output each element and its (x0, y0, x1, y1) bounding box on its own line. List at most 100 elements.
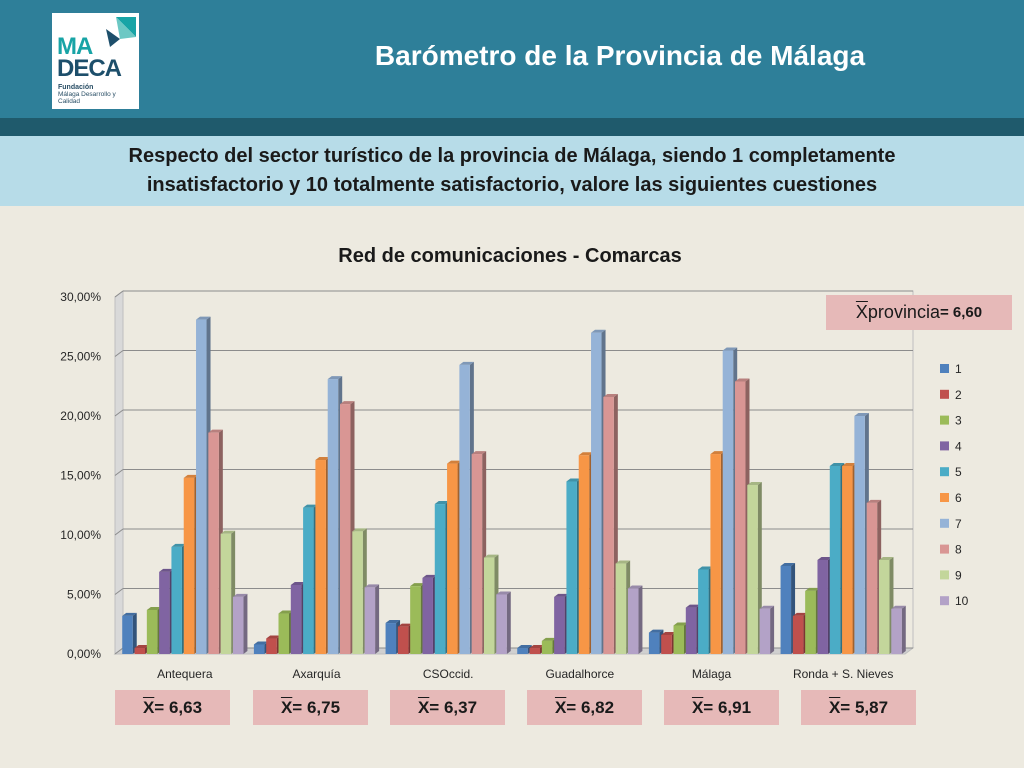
bar-top (878, 556, 894, 560)
mean-badge-malaga: X = 6,91 (664, 690, 779, 725)
bar-top (410, 583, 425, 587)
logo-text-ma: MA (57, 33, 93, 60)
madeca-logo: MA DECA Fundación Málaga Desarrollo y Cal… (52, 13, 139, 109)
bar-top (603, 393, 618, 397)
question-band (0, 136, 1024, 206)
bar-top (829, 462, 845, 466)
bar-top (747, 482, 762, 486)
bar-side (243, 593, 248, 654)
bar (315, 460, 326, 654)
mean-value: = 5,87 (840, 697, 889, 717)
mean-symbol: X (691, 697, 704, 717)
bar-top (529, 645, 545, 649)
bar-top (805, 587, 820, 591)
mean-symbol: X (855, 302, 868, 322)
legend-label: 6 (955, 491, 962, 505)
mean-badge-antequera: X = 6,63 (115, 690, 230, 725)
bar (759, 608, 771, 654)
bar (483, 557, 495, 654)
mean-value: = 6,37 (429, 697, 478, 717)
bar-top (722, 347, 738, 351)
bar (805, 590, 816, 654)
bar-top (290, 581, 306, 585)
bar (385, 623, 397, 654)
question-text: Respecto del sector turístico de la prov… (40, 142, 984, 200)
bar-top (327, 376, 343, 380)
bar-top (385, 620, 401, 624)
bar (685, 607, 697, 654)
gridline-diagonal (114, 469, 124, 476)
legend-label: 2 (955, 388, 962, 402)
mean-badge-ronda: X = 5,87 (801, 690, 916, 725)
question-line-1: Respecto del sector turístico de la prov… (128, 145, 896, 167)
gridline-diagonal (114, 647, 124, 655)
bar-top (183, 474, 199, 478)
bar (159, 571, 170, 654)
bar (459, 364, 470, 654)
bar (829, 465, 841, 654)
header-strip (0, 118, 1024, 136)
bar-top (710, 451, 725, 455)
y-tick-label: 20,00% (60, 409, 101, 423)
bar-top (591, 329, 606, 333)
bar (517, 648, 528, 654)
legend-label: 9 (955, 568, 962, 582)
bar-top (122, 612, 137, 616)
chart-title: Red de comunicaciones - Comarcas (338, 245, 682, 267)
bar (340, 404, 351, 654)
legend-label: 1 (955, 362, 962, 376)
province-mean-value: = 6,60 (939, 304, 983, 321)
bar-side (770, 605, 775, 654)
bar-top (397, 623, 413, 627)
bar (747, 485, 758, 654)
bar (134, 648, 146, 654)
bar-top (459, 361, 474, 365)
mean-symbol: X (828, 697, 841, 717)
y-tick-label: 5,00% (67, 588, 101, 602)
bar-top (340, 401, 355, 405)
legend-swatch (940, 544, 949, 554)
bar-top (698, 566, 713, 570)
bar-side (132, 612, 137, 654)
legend-swatch (940, 441, 949, 451)
bar-top (541, 637, 557, 641)
bar (817, 559, 828, 654)
legend-label: 10 (955, 594, 969, 608)
bar (648, 632, 660, 654)
bar (842, 465, 853, 654)
bar-side (638, 585, 643, 654)
bar (780, 565, 792, 654)
gridline-diagonal (114, 588, 124, 595)
bar-top (364, 584, 380, 588)
bar-top (759, 605, 775, 609)
bar-top (159, 568, 174, 572)
bar (146, 609, 158, 654)
bar (541, 640, 553, 654)
x-tick-label: Guadalhorce (545, 667, 614, 681)
page-title: Barómetro de la Provincia de Málaga (374, 40, 866, 71)
bar-top (220, 530, 236, 534)
y-tick-label: 30,00% (60, 290, 101, 304)
y-tick-label: 15,00% (60, 469, 101, 483)
legend-swatch (940, 596, 949, 606)
bar (278, 613, 289, 654)
bar (196, 319, 207, 654)
bar (673, 625, 684, 654)
bar (578, 455, 590, 654)
bar-top (780, 562, 796, 566)
province-mean-badge: X provincia = 6,60 (826, 295, 1012, 330)
y-tick-label: 25,00% (60, 350, 101, 364)
bar (496, 594, 507, 654)
mean-symbol: X (280, 697, 293, 717)
bar (352, 531, 363, 654)
gridline-diagonal (114, 528, 124, 536)
bar (183, 477, 195, 654)
bar-top (422, 574, 437, 578)
bar-top (685, 604, 701, 608)
mean-value: = 6,63 (154, 697, 203, 717)
bar-top (253, 641, 269, 645)
bar-top (566, 478, 581, 482)
bar-side (506, 591, 511, 654)
bar (290, 584, 302, 654)
y-tick-label: 10,00% (60, 528, 101, 542)
